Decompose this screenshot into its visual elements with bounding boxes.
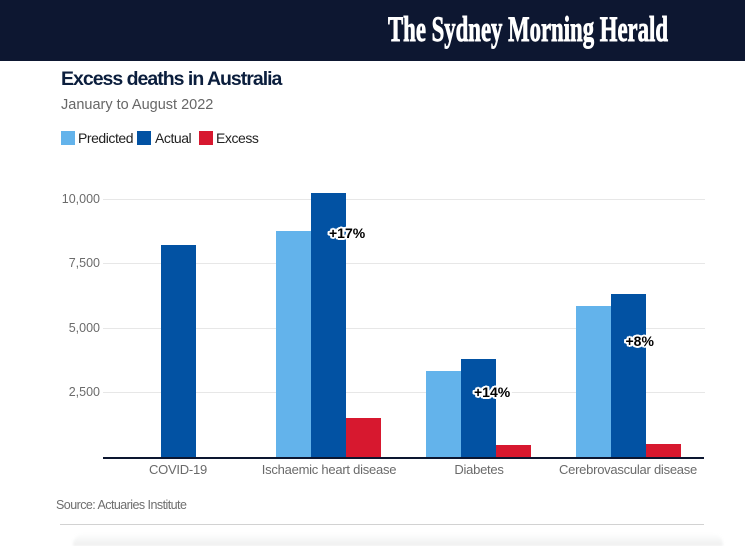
- svg-text:The Sydney Morning Herald: The Sydney Morning Herald: [388, 9, 668, 49]
